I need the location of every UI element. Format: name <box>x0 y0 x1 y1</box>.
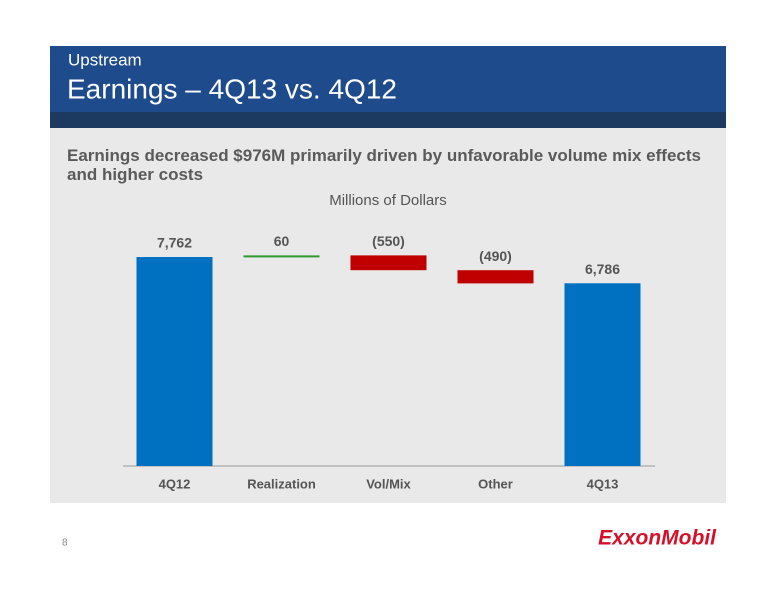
value-label: 6,786 <box>585 261 620 277</box>
x-tick-label: Realization <box>247 476 316 491</box>
total-bar <box>136 257 213 466</box>
x-tick-label: 4Q13 <box>587 476 619 491</box>
headline: Earnings decreased $976M primarily drive… <box>67 146 701 184</box>
increase-bar <box>243 255 320 258</box>
page-number: 8 <box>62 538 68 549</box>
header-bar <box>50 46 726 112</box>
decrease-bar <box>350 255 427 271</box>
decrease-bar <box>457 270 534 284</box>
total-bar <box>564 283 641 466</box>
section-label: Upstream <box>68 50 142 69</box>
value-label: 60 <box>274 233 290 249</box>
logo: ExxonMobil <box>598 527 717 550</box>
slide-title: Earnings – 4Q13 vs. 4Q12 <box>67 73 397 104</box>
x-tick-label: 4Q12 <box>159 476 191 491</box>
headline-box: Earnings decreased $976M primarily drive… <box>67 146 701 184</box>
value-label: (490) <box>479 248 512 264</box>
chart-subtitle: Millions of Dollars <box>329 192 447 209</box>
x-tick-label: Vol/Mix <box>366 476 411 491</box>
x-tick-label: Other <box>478 476 513 491</box>
header-strip <box>50 112 726 128</box>
value-label: 7,762 <box>157 235 192 251</box>
value-label: (550) <box>372 233 405 249</box>
